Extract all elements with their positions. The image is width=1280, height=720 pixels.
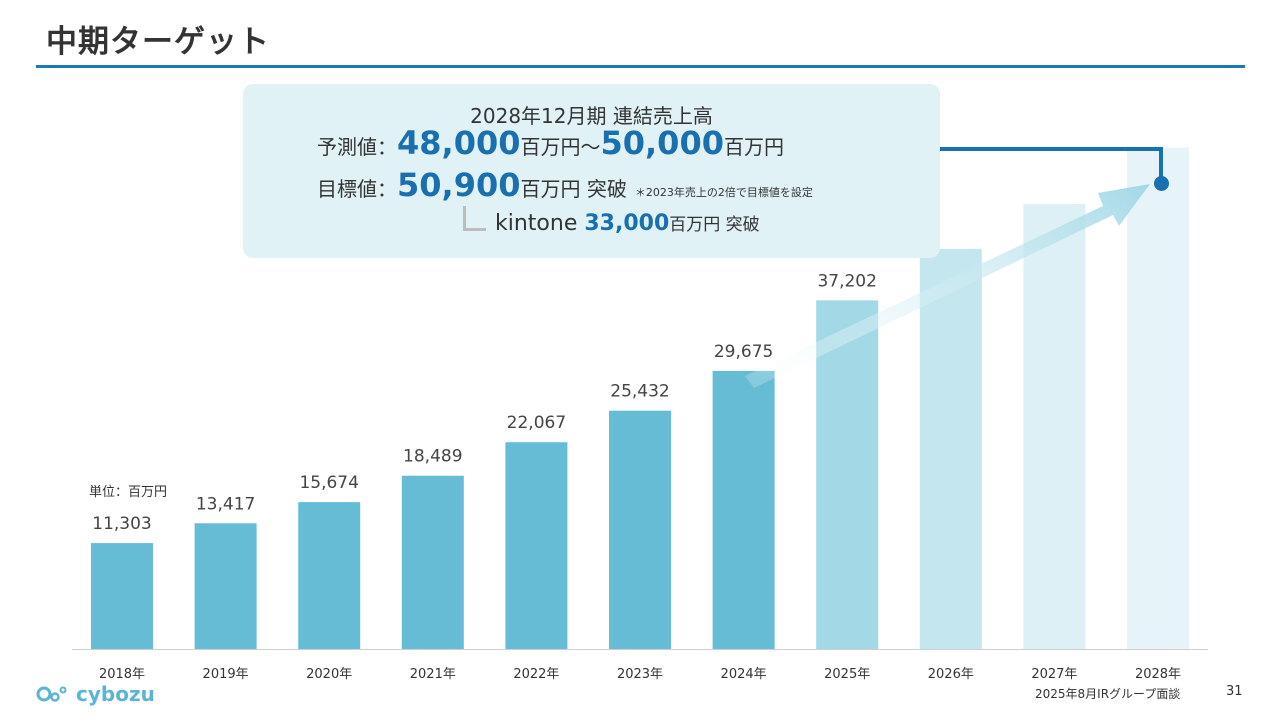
data-label-2025年: 37,202 <box>817 271 876 291</box>
x-tick-label: 2021年 <box>410 667 456 682</box>
data-label-2024年: 29,675 <box>714 342 773 362</box>
target-callout: 2028年12月期 連結売上高 予測値：48,000百万円〜50,000百万円 … <box>243 84 940 258</box>
bar-2020年 <box>298 502 361 649</box>
target-value: 50,900 <box>397 166 521 204</box>
callout-connector-drop <box>1159 147 1163 179</box>
forecast-low-value: 48,000 <box>397 124 521 162</box>
bar-2021年 <box>401 475 464 649</box>
sub-bracket <box>463 206 486 231</box>
bar-2023年 <box>609 410 671 649</box>
callout-connector-line <box>940 147 1162 151</box>
x-tick-label: 2026年 <box>928 667 974 682</box>
bar-2024年 <box>712 370 775 649</box>
kintone-value: 33,000 <box>584 211 670 236</box>
data-label-2021年: 18,489 <box>403 447 462 467</box>
x-tick-label: 2028年 <box>1135 667 1181 682</box>
bar-2028年 <box>1127 147 1189 649</box>
forecast-unit: 百万円 <box>520 135 581 159</box>
forecast-label: 予測値： <box>317 135 397 159</box>
x-tick-label: 2025年 <box>824 667 870 682</box>
data-label-2023年: 25,432 <box>610 382 669 402</box>
x-tick-label: 2020年 <box>306 667 352 682</box>
data-label-2020年: 15,674 <box>299 473 358 493</box>
x-tick-label: 2023年 <box>617 667 663 682</box>
kintone-label: kintone <box>495 211 585 236</box>
logo-text: cybozu <box>76 682 155 706</box>
unit-label: 単位：百万円 <box>89 485 168 500</box>
x-tick-label: 2019年 <box>203 667 249 682</box>
bar-2022年 <box>505 442 568 649</box>
target-label: 目標値： <box>317 177 397 201</box>
x-tick-label: 2024年 <box>721 667 767 682</box>
x-tick-label: 2018年 <box>99 667 145 682</box>
data-label-2022年: 22,067 <box>507 413 566 433</box>
bar-2026年 <box>919 248 982 649</box>
kintone-row: kintone 33,000百万円 突破 <box>495 210 760 236</box>
callout-heading: 2028年12月期 連結売上高 <box>470 104 713 128</box>
cybozu-logo: cybozu <box>36 682 155 706</box>
target-row: 目標値：50,900百万円 突破 ＊2023年売上の2倍で目標値を設定 <box>317 166 813 204</box>
footer-text: 2025年8月IRグループ面談 <box>1035 687 1181 701</box>
forecast-unit-2: 百万円 <box>723 135 784 159</box>
target-note: ＊2023年売上の2倍で目標値を設定 <box>634 186 813 199</box>
kintone-unit: 百万円 突破 <box>669 215 760 235</box>
bar-2019年 <box>194 523 257 649</box>
bar-2025年 <box>816 300 879 649</box>
forecast-row: 予測値：48,000百万円〜50,000百万円 <box>317 124 784 162</box>
page-number: 31 <box>1226 684 1243 699</box>
target-suffix: 突破 <box>580 177 627 201</box>
data-label-2018年: 11,303 <box>92 514 151 534</box>
range-tilde: 〜 <box>580 135 601 159</box>
target-dot <box>1154 176 1169 191</box>
bar-2018年 <box>91 543 153 649</box>
page-title: 中期ターゲット <box>46 24 270 60</box>
x-tick-label: 2022年 <box>513 667 559 682</box>
data-label-2019年: 13,417 <box>196 494 255 514</box>
growth-arrow <box>745 184 1150 388</box>
forecast-high-value: 50,000 <box>600 124 724 162</box>
target-unit: 百万円 <box>520 177 581 201</box>
title-underline <box>36 65 1245 68</box>
cybozu-logo-icon <box>36 686 67 702</box>
x-tick-label: 2027年 <box>1031 667 1077 682</box>
bar-2027年 <box>1023 203 1086 649</box>
